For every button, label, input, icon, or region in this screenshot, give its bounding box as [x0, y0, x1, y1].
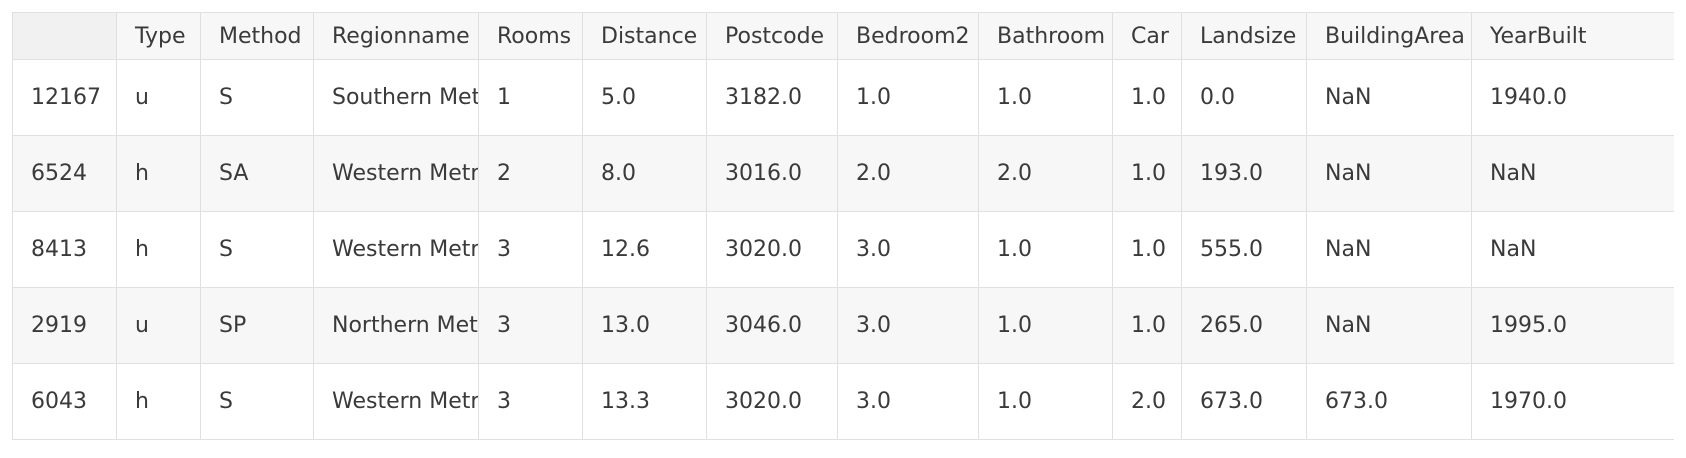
cell-landsize: 0.0 — [1181, 59, 1307, 136]
table-row: 2919 u SP Northern Metropolitan 3 13.0 3… — [12, 287, 1674, 364]
cell-bathroom: 1.0 — [978, 363, 1113, 440]
cell-distance: 12.6 — [582, 211, 707, 288]
column-header-method: Method — [200, 12, 314, 60]
cell-bedroom2: 3.0 — [837, 287, 979, 364]
dataframe-table: Type Method Regionname Rooms Distance Po… — [12, 12, 1674, 440]
row-index: 8413 — [12, 211, 117, 288]
row-index: 6043 — [12, 363, 117, 440]
cell-buildingarea: NaN — [1306, 287, 1472, 364]
table-row: 12167 u S Southern Metropolitan 1 5.0 31… — [12, 59, 1674, 136]
table-header: Type Method Regionname Rooms Distance Po… — [12, 12, 1674, 60]
cell-postcode: 3020.0 — [706, 363, 838, 440]
column-header-type: Type — [116, 12, 201, 60]
cell-regionname: Western Metropolitan — [313, 135, 479, 212]
column-header-distance: Distance — [582, 12, 707, 60]
cell-postcode: 3046.0 — [706, 287, 838, 364]
column-header-buildingarea: BuildingArea — [1306, 12, 1472, 60]
table-row: 6043 h S Western Metropolitan 3 13.3 302… — [12, 363, 1674, 440]
table-body: 12167 u S Southern Metropolitan 1 5.0 31… — [12, 59, 1674, 440]
cell-method: SA — [200, 135, 314, 212]
cell-yearbuilt: NaN — [1471, 211, 1674, 288]
cell-type: h — [116, 135, 201, 212]
cell-buildingarea: NaN — [1306, 135, 1472, 212]
column-header-regionname: Regionname — [313, 12, 479, 60]
cell-method: S — [200, 211, 314, 288]
cell-method: S — [200, 363, 314, 440]
cell-rooms: 2 — [478, 135, 583, 212]
row-index: 12167 — [12, 59, 117, 136]
cell-bathroom: 1.0 — [978, 287, 1113, 364]
cell-landsize: 673.0 — [1181, 363, 1307, 440]
dataframe-output: Type Method Regionname Rooms Distance Po… — [12, 12, 1674, 444]
cell-yearbuilt: 1970.0 — [1471, 363, 1674, 440]
cell-car: 1.0 — [1112, 135, 1182, 212]
cell-bathroom: 2.0 — [978, 135, 1113, 212]
cell-method: SP — [200, 287, 314, 364]
table-row: 8413 h S Western Metropolitan 3 12.6 302… — [12, 211, 1674, 288]
cell-type: h — [116, 211, 201, 288]
column-header-bedroom2: Bedroom2 — [837, 12, 979, 60]
cell-rooms: 3 — [478, 211, 583, 288]
cell-type: u — [116, 59, 201, 136]
cell-car: 1.0 — [1112, 211, 1182, 288]
cell-rooms: 1 — [478, 59, 583, 136]
cell-distance: 13.3 — [582, 363, 707, 440]
column-header-car: Car — [1112, 12, 1182, 60]
column-header-landsize: Landsize — [1181, 12, 1307, 60]
column-header-bathroom: Bathroom — [978, 12, 1113, 60]
cell-distance: 5.0 — [582, 59, 707, 136]
cell-buildingarea: NaN — [1306, 59, 1472, 136]
cell-yearbuilt: 1940.0 — [1471, 59, 1674, 136]
cell-bedroom2: 3.0 — [837, 363, 979, 440]
cell-method: S — [200, 59, 314, 136]
cell-regionname: Western Metropolitan — [313, 211, 479, 288]
cell-rooms: 3 — [478, 287, 583, 364]
cell-type: u — [116, 287, 201, 364]
cell-buildingarea: NaN — [1306, 211, 1472, 288]
index-column-header — [12, 12, 117, 60]
column-header-yearbuilt: YearBuilt — [1471, 12, 1674, 60]
cell-landsize: 265.0 — [1181, 287, 1307, 364]
cell-car: 1.0 — [1112, 59, 1182, 136]
row-index: 2919 — [12, 287, 117, 364]
cell-distance: 13.0 — [582, 287, 707, 364]
cell-distance: 8.0 — [582, 135, 707, 212]
cell-regionname: Northern Metropolitan — [313, 287, 479, 364]
cell-car: 1.0 — [1112, 287, 1182, 364]
cell-postcode: 3020.0 — [706, 211, 838, 288]
cell-landsize: 555.0 — [1181, 211, 1307, 288]
cell-bedroom2: 2.0 — [837, 135, 979, 212]
cell-landsize: 193.0 — [1181, 135, 1307, 212]
cell-regionname: Western Metropolitan — [313, 363, 479, 440]
column-header-rooms: Rooms — [478, 12, 583, 60]
cell-bedroom2: 3.0 — [837, 211, 979, 288]
cell-yearbuilt: NaN — [1471, 135, 1674, 212]
row-index: 6524 — [12, 135, 117, 212]
cell-yearbuilt: 1995.0 — [1471, 287, 1674, 364]
cell-bathroom: 1.0 — [978, 211, 1113, 288]
cell-rooms: 3 — [478, 363, 583, 440]
cell-bathroom: 1.0 — [978, 59, 1113, 136]
header-row: Type Method Regionname Rooms Distance Po… — [12, 12, 1674, 60]
cell-type: h — [116, 363, 201, 440]
column-header-postcode: Postcode — [706, 12, 838, 60]
cell-postcode: 3182.0 — [706, 59, 838, 136]
table-row: 6524 h SA Western Metropolitan 2 8.0 301… — [12, 135, 1674, 212]
cell-regionname: Southern Metropolitan — [313, 59, 479, 136]
cell-car: 2.0 — [1112, 363, 1182, 440]
cell-buildingarea: 673.0 — [1306, 363, 1472, 440]
cell-bedroom2: 1.0 — [837, 59, 979, 136]
cell-postcode: 3016.0 — [706, 135, 838, 212]
